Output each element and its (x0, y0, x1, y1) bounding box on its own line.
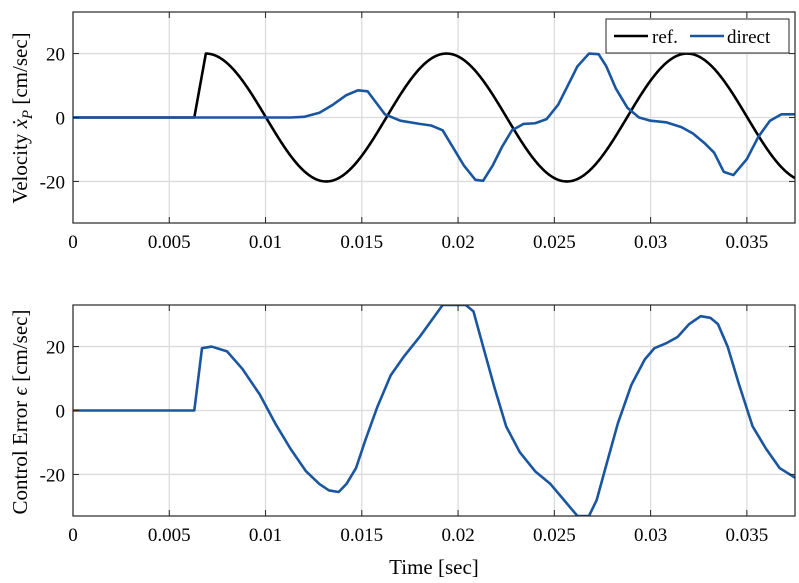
legend: ref. direct (605, 18, 790, 54)
control-error-x-tick-label: 0.01 (249, 525, 282, 546)
velocity-ticks: 0 0.005 0.01 0.015 0.02 0.025 0.03 0.035 -20 0 20 (40, 12, 795, 253)
velocity-y-axis-label-math: ẋ (8, 118, 32, 129)
control-error-y-axis-label-math: ϵ (8, 386, 32, 396)
velocity-x-tick-label: 0.03 (634, 232, 667, 253)
control-error-series-line-control-error (73, 305, 795, 516)
velocity-x-tick-label: 0.035 (725, 232, 768, 253)
control-error-ticks: 0 0.005 0.01 0.015 0.02 0.025 0.03 0.035 -20 0 20 (40, 305, 795, 546)
velocity-x-tick-label: 0 (68, 232, 78, 253)
velocity-y-tick-label: -20 (40, 172, 65, 193)
control-error-x-tick-label: 0.03 (634, 525, 667, 546)
legend-label-ref: ref. (652, 27, 678, 48)
control-error-x-tick-label: 0.015 (340, 525, 383, 546)
control-error-x-tick-label: 0 (68, 525, 78, 546)
control-error-x-axis-label: Time [sec] (389, 555, 479, 579)
velocity-y-axis-label-sub: P (20, 110, 36, 120)
velocity-x-tick-label: 0.005 (148, 232, 191, 253)
control-error-x-tick-label: 0.02 (441, 525, 474, 546)
velocity-x-tick-label: 0.02 (441, 232, 474, 253)
velocity-series (73, 52, 795, 183)
velocity-plot: 0 0.005 0.01 0.015 0.02 0.025 0.03 0.035-20020 … (8, 11, 796, 253)
velocity-series-line-direct (73, 52, 795, 183)
control-error-y-axis-label-main: Control Error (8, 396, 32, 515)
velocity-y-tick-label: 0 (56, 109, 66, 130)
velocity-y-axis-label-units: [cm/sec] (8, 32, 32, 110)
control-error-x-tick-label: 0.035 (725, 525, 768, 546)
velocity-y-tick-label: 20 (46, 45, 65, 66)
control-error-y-tick-label: -20 (40, 465, 65, 486)
velocity-y-axis-label-main: Velocity (8, 128, 32, 203)
control-error-y-axis-label: Control Error ϵ [cm/sec] (8, 310, 32, 515)
velocity-series-line-ref (73, 52, 795, 183)
control-error-series (73, 305, 795, 516)
velocity-x-tick-label: 0.015 (340, 232, 383, 253)
control-error-y-tick-label: 0 (56, 402, 66, 423)
control-error-x-tick-label: 0.005 (148, 525, 191, 546)
velocity-x-tick-label: 0.025 (533, 232, 576, 253)
velocity-x-tick-label: 0.01 (249, 232, 282, 253)
legend-label-direct: direct (727, 27, 771, 48)
control-error-y-tick-label: 20 (46, 338, 65, 359)
control-error-plot: 0 0.005 0.01 0.015 0.02 0.025 0.03 0.035-20020 … (8, 304, 796, 579)
control-error-y-axis-label-units: [cm/sec] (8, 310, 32, 388)
velocity-y-axis-label: Velocity ẋP [cm/sec] (8, 32, 36, 203)
control-error-x-tick-label: 0.025 (533, 525, 576, 546)
